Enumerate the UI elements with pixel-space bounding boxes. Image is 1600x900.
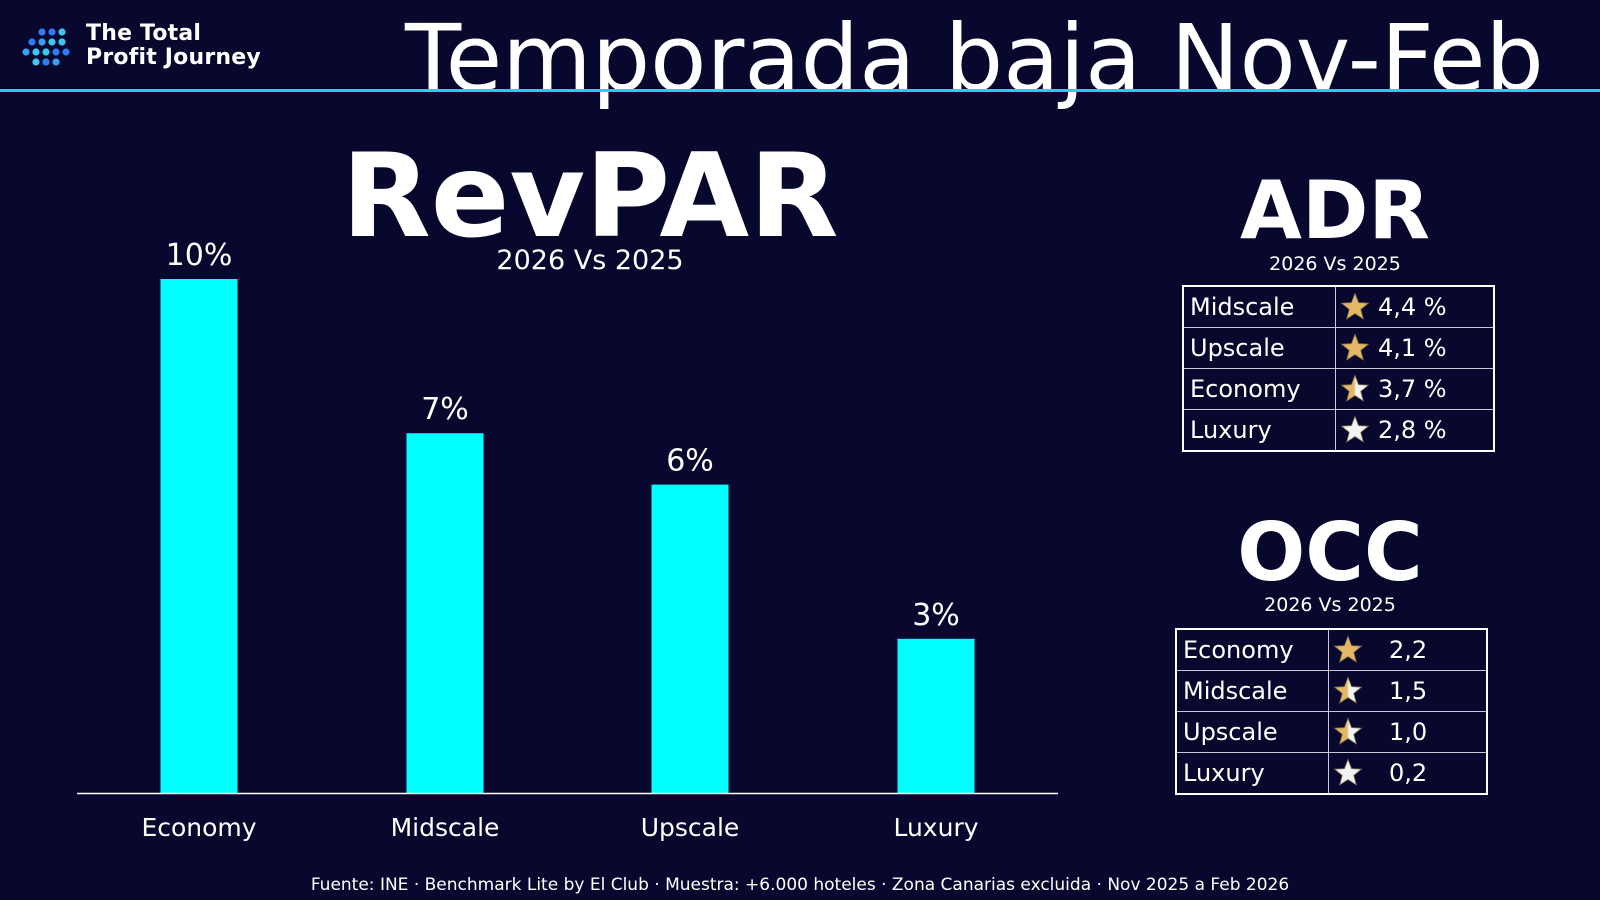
row-value: 2,8 % xyxy=(1378,416,1447,444)
occ-title: OCC xyxy=(1237,506,1423,599)
brand-line-1: The Total xyxy=(86,21,202,46)
table-row: Luxury 0,2 xyxy=(1175,752,1488,795)
row-value-cell: 3,7 % xyxy=(1335,368,1495,410)
star-half-gold-icon xyxy=(1333,676,1363,704)
row-value-cell: 2,8 % xyxy=(1335,409,1495,452)
data-label: 6% xyxy=(666,444,714,479)
row-value: 4,4 % xyxy=(1378,293,1447,321)
star-half-gold-icon xyxy=(1340,374,1370,402)
star-gold-icon xyxy=(1340,292,1370,320)
row-value-cell: 0,2 xyxy=(1328,752,1488,795)
brand-name: The Total Profit Journey xyxy=(86,22,261,70)
row-label: Upscale xyxy=(1182,327,1336,369)
table-row: Economy 3,7 % xyxy=(1182,368,1495,410)
star-white-icon xyxy=(1333,758,1363,786)
category-label: Economy xyxy=(141,813,256,842)
row-value: 3,7 % xyxy=(1378,375,1447,403)
table-row: Economy 2,2 xyxy=(1175,628,1488,671)
table-row: Upscale 1,0 xyxy=(1175,711,1488,753)
row-label: Economy xyxy=(1175,628,1329,671)
row-label: Economy xyxy=(1182,368,1336,410)
category-label: Luxury xyxy=(893,813,978,842)
category-label: Midscale xyxy=(391,813,500,842)
table-row: Midscale 1,5 xyxy=(1175,670,1488,712)
chart-title: RevPAR xyxy=(341,129,839,264)
adr-title: ADR xyxy=(1240,164,1430,257)
logo-dots-icon xyxy=(22,28,70,66)
data-label: 10% xyxy=(166,238,233,273)
row-value: 4,1 % xyxy=(1378,334,1447,362)
brand-line-2: Profit Journey xyxy=(86,45,261,70)
row-label: Midscale xyxy=(1182,285,1336,328)
adr-subtitle: 2026 Vs 2025 xyxy=(1269,253,1401,275)
data-label: 3% xyxy=(912,598,960,633)
occ-table: Economy 2,2 Midscale 1,5 Upscale 1,0 Luxury 0,2 xyxy=(1175,628,1488,795)
row-label: Luxury xyxy=(1175,752,1329,795)
row-value: 0,2 xyxy=(1389,759,1428,787)
row-value-cell: 4,1 % xyxy=(1335,327,1495,369)
brand-logo: The Total Profit Journey xyxy=(22,22,282,74)
bar-upscale xyxy=(651,484,729,793)
row-label: Midscale xyxy=(1175,670,1329,712)
star-gold-icon xyxy=(1333,635,1363,663)
table-row: Upscale 4,1 % xyxy=(1182,327,1495,369)
table-row: Midscale 4,4 % xyxy=(1182,285,1495,328)
header-divider xyxy=(0,89,1600,92)
row-value-cell: 4,4 % xyxy=(1335,285,1495,328)
row-label: Luxury xyxy=(1182,409,1336,452)
bar-midscale xyxy=(406,433,484,793)
bar-economy xyxy=(160,279,238,793)
page-title: Temporada baja Nov-Feb xyxy=(405,5,1544,112)
source-footnote: Fuente: INE · Benchmark Lite by El Club … xyxy=(310,875,1290,895)
adr-table: Midscale 4,4 % Upscale 4,1 % Economy 3,7 % Lux… xyxy=(1182,285,1495,452)
row-value: 1,5 xyxy=(1389,677,1428,705)
chart-subtitle: 2026 Vs 2025 xyxy=(496,245,684,276)
star-white-icon xyxy=(1340,415,1370,443)
occ-subtitle: 2026 Vs 2025 xyxy=(1264,594,1396,616)
data-label: 7% xyxy=(421,392,469,427)
row-value-cell: 1,5 xyxy=(1328,670,1488,712)
row-value-cell: 1,0 xyxy=(1328,711,1488,753)
revpar-bar-chart: 10% Economy 7% Midscale 6% Upscale 3% Luxury xyxy=(77,238,1058,842)
row-label: Upscale xyxy=(1175,711,1329,753)
bar-luxury xyxy=(897,638,975,793)
row-value-cell: 2,2 xyxy=(1328,628,1488,671)
row-value: 1,0 xyxy=(1389,718,1428,746)
star-gold-icon xyxy=(1340,333,1370,361)
table-row: Luxury 2,8 % xyxy=(1182,409,1495,452)
star-half-gold-icon xyxy=(1333,717,1363,745)
category-label: Upscale xyxy=(641,813,740,842)
row-value: 2,2 xyxy=(1389,636,1428,664)
